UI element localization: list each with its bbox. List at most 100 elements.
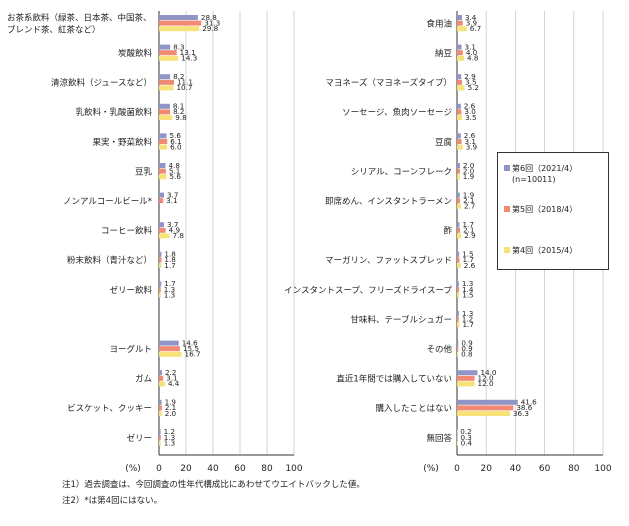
data-label: 5.2 <box>468 83 479 92</box>
bar <box>457 133 461 139</box>
bar <box>159 263 162 268</box>
bar <box>457 115 463 120</box>
category-label: 甘味料、テーブルシュガー <box>351 314 453 325</box>
bar <box>457 311 459 316</box>
data-label: 1.2 <box>164 427 175 436</box>
data-label: 2.2 <box>165 368 176 377</box>
x-tick-label: 80 <box>261 464 273 474</box>
data-label: 2.0 <box>165 409 177 418</box>
bar <box>457 192 460 198</box>
category-label: 即席めん、インスタントラーメン <box>325 196 452 207</box>
data-label: 6.0 <box>170 142 182 151</box>
x-tick-label: 0 <box>156 464 162 474</box>
data-label: 1.4 <box>462 285 474 294</box>
bar <box>457 429 458 435</box>
data-label: 2.9 <box>464 231 476 240</box>
bar <box>159 440 161 446</box>
category-label: 購入したことはない <box>375 403 452 414</box>
category-label: ガム <box>135 374 152 385</box>
data-label: 2.1 <box>463 196 474 205</box>
data-label: 12.0 <box>478 379 494 388</box>
bar <box>457 346 459 352</box>
bar <box>159 375 164 381</box>
bar <box>159 74 171 80</box>
x-tick-label: 60 <box>539 464 551 474</box>
data-label: 3.1 <box>166 196 177 205</box>
data-label: 10.7 <box>176 83 192 92</box>
bar <box>159 55 179 61</box>
bar <box>159 346 180 352</box>
data-label: 6.7 <box>470 24 481 33</box>
data-label: 1.2 <box>462 314 473 323</box>
data-label: 0.9 <box>461 344 473 353</box>
bar <box>159 370 162 376</box>
x-axis-label: (%) <box>423 464 439 474</box>
bar <box>159 50 177 56</box>
data-label: 28.8 <box>201 13 217 22</box>
data-label: 2.6 <box>464 261 476 270</box>
data-label: 8.3 <box>173 42 184 51</box>
data-label: 6.1 <box>170 137 181 146</box>
category-label: 酢 <box>443 226 452 237</box>
data-label: 0.3 <box>460 433 471 442</box>
legend-label-series-1: 第6回（2021/4） <box>512 164 578 173</box>
bar <box>159 222 164 228</box>
footnote-1: 注1）過去調査は、今回調査の性年代構成比にあわせてウエイトバックした値。 <box>62 480 365 490</box>
bar <box>457 74 462 80</box>
bar <box>159 287 161 292</box>
data-label: 1.3 <box>164 438 175 447</box>
bar <box>457 103 461 109</box>
data-label: 1.5 <box>462 250 473 259</box>
data-label: 3.1 <box>465 137 476 146</box>
category-label: ノンアルコールビール* <box>63 197 152 207</box>
x-tick-label: 60 <box>234 464 246 474</box>
data-label: 0.9 <box>461 338 473 347</box>
bar <box>457 370 478 376</box>
bar <box>159 281 162 287</box>
data-label: 3.7 <box>167 190 178 199</box>
bar <box>457 50 463 56</box>
bar <box>159 139 168 144</box>
data-label: 1.7 <box>164 261 175 270</box>
legend-item-series-3: 第4回（2015/4） <box>504 245 577 256</box>
data-label: 3.7 <box>167 220 178 229</box>
category-label: 果実・野菜飲料 <box>92 137 152 148</box>
bar <box>159 174 167 180</box>
x-tick-label: 80 <box>568 464 580 474</box>
data-label: 5.6 <box>170 131 182 140</box>
bar <box>159 429 161 435</box>
bar <box>457 287 460 292</box>
data-label: 41.6 <box>521 398 537 407</box>
bar <box>457 263 461 268</box>
data-label: 1.5 <box>462 290 473 299</box>
bar <box>159 381 165 387</box>
data-label: 3.1 <box>465 42 476 51</box>
data-label: 29.8 <box>202 24 218 33</box>
bar <box>159 292 161 298</box>
bar <box>457 163 460 168</box>
bar <box>159 115 173 120</box>
bar <box>457 55 465 61</box>
bar <box>457 257 460 263</box>
data-label: 14.6 <box>182 338 198 347</box>
data-label: 4.0 <box>466 48 478 57</box>
category-label: ブレンド茶、紅茶など） <box>7 24 101 35</box>
x-tick-label: 20 <box>180 464 192 474</box>
data-label: 5.1 <box>169 166 180 175</box>
x-tick-label: 0 <box>454 464 460 474</box>
data-label: 31.3 <box>204 18 220 27</box>
data-label: 8.2 <box>173 107 184 116</box>
bar <box>159 133 167 139</box>
x-tick-label: 40 <box>510 464 522 474</box>
bar <box>457 322 460 328</box>
bar <box>159 411 162 416</box>
data-label: 13.1 <box>180 48 196 57</box>
bar <box>457 85 465 91</box>
bar <box>159 168 166 174</box>
bar <box>457 340 459 346</box>
data-label: 3.9 <box>466 18 478 27</box>
bar <box>159 44 171 50</box>
data-label: 1.8 <box>164 250 176 259</box>
bar <box>457 44 462 50</box>
